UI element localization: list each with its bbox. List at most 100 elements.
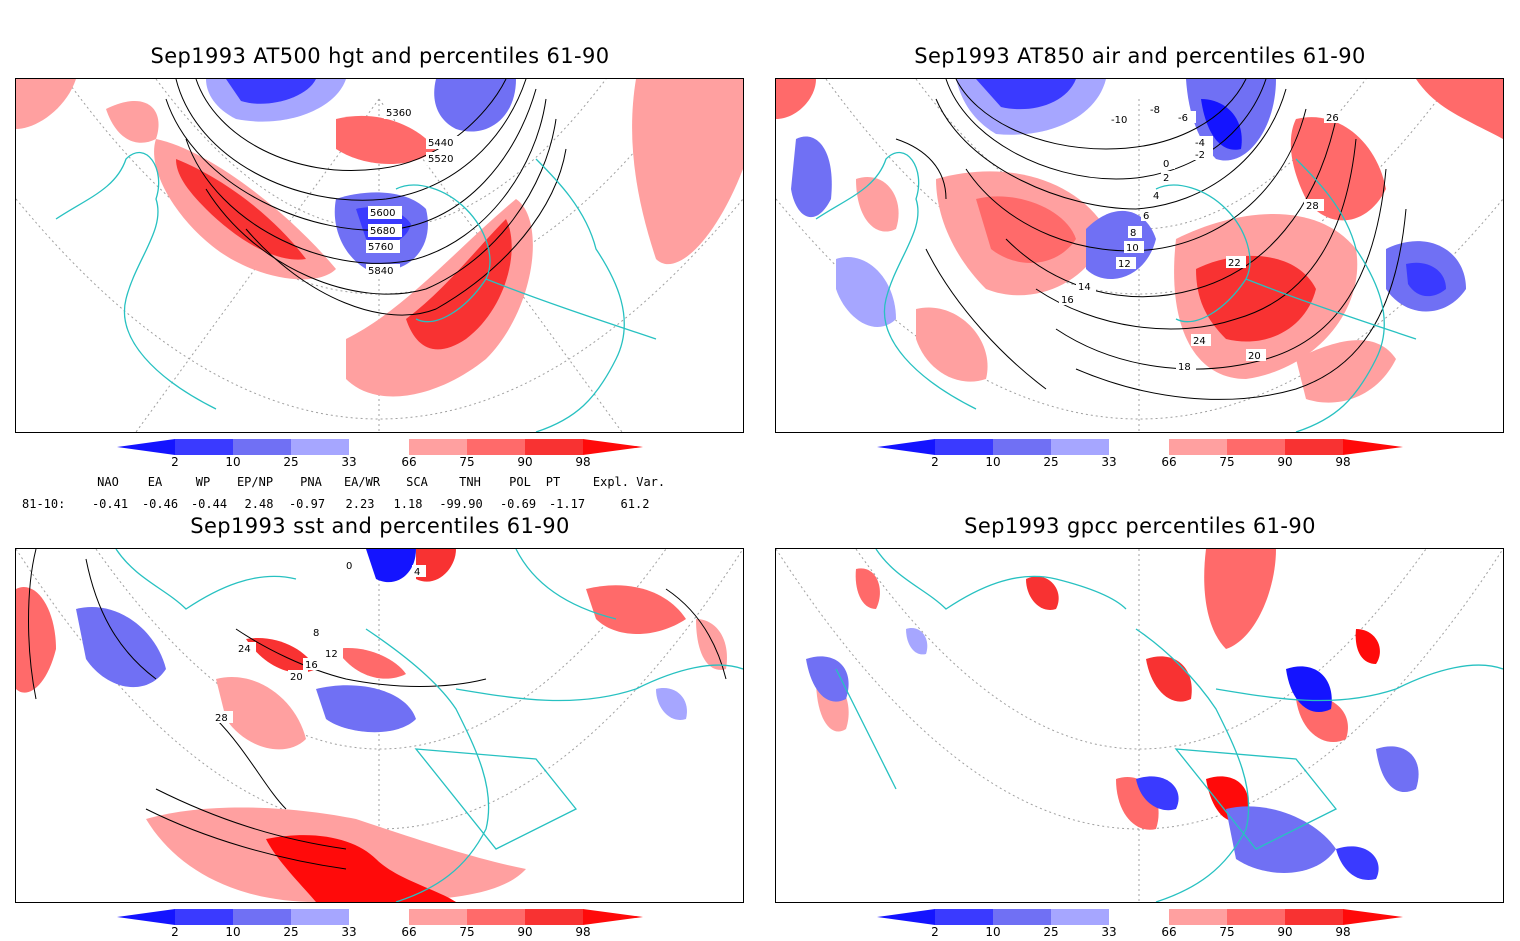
map-gpcc <box>775 548 1504 903</box>
index-header-explvar: Expl. Var. <box>592 475 666 489</box>
index-value-nao: -0.41 <box>91 497 129 511</box>
cb-swatch-below-2 <box>117 909 175 925</box>
air850-coastlines <box>815 151 1417 432</box>
svg-text:22: 22 <box>1228 258 1241 269</box>
panel-title-gpcc: Sep1993 gpcc percentiles 61-90 <box>964 514 1316 538</box>
cb-label-75: 75 <box>459 455 475 469</box>
svg-text:-8: -8 <box>1150 105 1160 116</box>
cb-swatch-above-98 <box>583 439 643 455</box>
panel-title-air850: Sep1993 AT850 air and percentiles 61-90 <box>914 44 1366 68</box>
index-value-tnh: -99.90 <box>439 497 483 511</box>
index-header-pna: PNA <box>300 475 322 489</box>
svg-text:16: 16 <box>305 660 318 671</box>
svg-text:6: 6 <box>1143 211 1149 222</box>
sst-coastlines <box>115 549 743 902</box>
cb-label-2: 2 <box>171 455 179 469</box>
cb-label-90: 90 <box>517 455 533 469</box>
svg-text:5680: 5680 <box>370 226 395 237</box>
cb-label-90: 90 <box>1277 455 1293 469</box>
hemisphere-edge <box>16 198 743 420</box>
cb-swatch-2-10 <box>175 439 233 455</box>
cb-label-66: 66 <box>401 455 417 469</box>
svg-text:20: 20 <box>1248 351 1261 362</box>
index-value-sca: 1.18 <box>393 497 423 511</box>
cb-label-33: 33 <box>1101 455 1117 469</box>
cb-label-90: 90 <box>1277 925 1293 939</box>
cb-label-75: 75 <box>1219 455 1235 469</box>
index-header-tnh: TNH <box>459 475 481 489</box>
cb-label-75: 75 <box>459 925 475 939</box>
svg-text:4: 4 <box>1153 191 1159 202</box>
cb-swatch-25-33 <box>291 909 349 925</box>
svg-text:24: 24 <box>1193 336 1206 347</box>
cb-label-2: 2 <box>171 925 179 939</box>
index-value-pna: -0.97 <box>288 497 326 511</box>
cb-swatch-10-25 <box>233 909 291 925</box>
cb-label-25: 25 <box>283 455 299 469</box>
svg-text:5520: 5520 <box>428 154 453 165</box>
colorbar-bottom-right: 2 10 25 33 66 75 90 98 <box>877 909 1403 941</box>
cb-label-10: 10 <box>985 455 1001 469</box>
index-header-wp: WP <box>195 475 211 489</box>
cb-label-33: 33 <box>341 455 357 469</box>
map-hgt500-canvas: 5360 5440 5520 5600 5680 5760 5840 <box>16 79 743 432</box>
cb-label-66: 66 <box>1161 455 1177 469</box>
index-value-epnp: 2.48 <box>244 497 274 511</box>
cb-swatch-90-98 <box>1285 439 1343 455</box>
cb-label-75: 75 <box>1219 925 1235 939</box>
cb-label-2: 2 <box>931 925 939 939</box>
cb-swatch-33-66 <box>1109 439 1169 455</box>
index-header-ea: EA <box>147 475 163 489</box>
cb-swatch-10-25 <box>233 439 291 455</box>
hgt500-coastlines <box>55 151 657 432</box>
index-value-wp: -0.44 <box>190 497 228 511</box>
indices-value-row: 81-10: -0.41 -0.46 -0.44 2.48 -0.97 2.23… <box>0 497 760 513</box>
cb-label-98: 98 <box>575 925 591 939</box>
sst-contours <box>28 549 727 870</box>
svg-text:8: 8 <box>313 628 319 639</box>
svg-text:24: 24 <box>238 644 251 655</box>
index-header-epnp: EP/NP <box>236 475 274 489</box>
gpcc-blue-patches <box>806 628 1419 880</box>
cb-swatch-2-10 <box>935 439 993 455</box>
svg-text:14: 14 <box>1078 282 1091 293</box>
cb-label-66: 66 <box>401 925 417 939</box>
cb-label-25: 25 <box>1043 455 1059 469</box>
index-header-pt: PT <box>545 475 561 489</box>
index-header-nao: NAO <box>97 475 119 489</box>
svg-text:5360: 5360 <box>386 108 411 119</box>
svg-text:26: 26 <box>1326 113 1339 124</box>
cb-label-33: 33 <box>1101 925 1117 939</box>
air850-blue-anomalies <box>791 79 1466 328</box>
svg-text:10: 10 <box>1126 243 1139 254</box>
svg-text:5440: 5440 <box>428 138 453 149</box>
svg-text:5760: 5760 <box>368 242 393 253</box>
colorbar-top-left: 2 10 25 33 66 75 90 98 <box>117 439 643 471</box>
cb-swatch-above-98 <box>1343 439 1403 455</box>
index-value-explvar: 61.2 <box>620 497 650 511</box>
cb-swatch-above-98 <box>583 909 643 925</box>
map-air850: -10 -8 -6 -4 -2 0 2 4 6 8 10 12 14 16 18… <box>775 78 1504 433</box>
svg-text:0: 0 <box>1163 159 1169 170</box>
colorbar-top-right: 2 10 25 33 66 75 90 98 <box>877 439 1403 471</box>
indices-header-row: NAO EA WP EP/NP PNA EA/WR SCA TNH POL PT… <box>0 475 760 491</box>
index-value-pt: -1.17 <box>548 497 586 511</box>
cb-swatch-33-66 <box>1109 909 1169 925</box>
cb-swatch-25-33 <box>1051 909 1109 925</box>
panel-title-sst: Sep1993 sst and percentiles 61-90 <box>190 514 570 538</box>
cb-swatch-10-25 <box>993 909 1051 925</box>
index-header-eawr: EA/WR <box>343 475 381 489</box>
svg-text:5600: 5600 <box>370 208 395 219</box>
cb-swatch-66-75 <box>409 909 467 925</box>
svg-text:18: 18 <box>1178 362 1191 373</box>
cb-label-98: 98 <box>1335 455 1351 469</box>
cb-swatch-66-75 <box>409 439 467 455</box>
cb-label-98: 98 <box>1335 925 1351 939</box>
cb-swatch-33-66 <box>349 909 409 925</box>
sst-red-anomalies <box>16 549 727 902</box>
map-air850-canvas: -10 -8 -6 -4 -2 0 2 4 6 8 10 12 14 16 18… <box>776 79 1503 432</box>
index-header-pol: POL <box>509 475 531 489</box>
map-sst: 0 4 8 12 16 20 24 28 <box>15 548 744 903</box>
cb-label-10: 10 <box>985 925 1001 939</box>
colorbar-swatches <box>877 439 1403 455</box>
